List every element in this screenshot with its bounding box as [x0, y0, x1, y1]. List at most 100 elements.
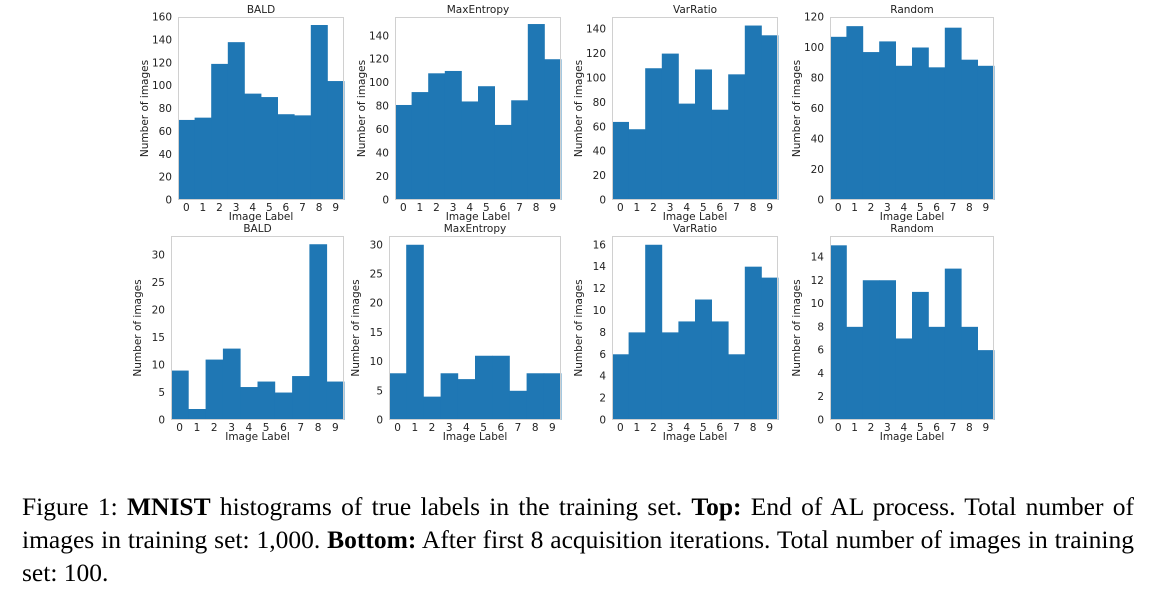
x-tick-label: 9: [549, 202, 556, 214]
x-tick-label: 5: [700, 202, 707, 214]
y-tick-label: 5: [376, 385, 383, 397]
x-tick-label: 1: [634, 202, 641, 214]
x-tick-label: 4: [900, 202, 907, 214]
chart-title: MaxEntropy: [447, 4, 510, 16]
bar-2: [862, 280, 880, 420]
y-tick-label: 20: [593, 170, 606, 182]
bar-6: [274, 392, 293, 420]
y-tick-label: 40: [376, 148, 389, 160]
y-tick-label: 4: [599, 371, 606, 383]
bar-6: [711, 109, 729, 200]
x-tick-label: 0: [617, 202, 624, 214]
y-tick-label: 0: [599, 195, 606, 207]
y-tick-label: 12: [811, 275, 824, 287]
bar-3: [661, 332, 679, 420]
x-tick-label: 6: [933, 422, 940, 434]
bar-0: [612, 121, 629, 200]
bar-5: [261, 97, 278, 200]
bar-0: [830, 245, 847, 420]
x-tick-label: 8: [966, 202, 973, 214]
y-tick-label: 60: [159, 126, 172, 138]
y-tick-label: 10: [811, 298, 824, 310]
x-tick-label: 5: [480, 422, 487, 434]
x-tick-label: 8: [316, 202, 323, 214]
bar-1: [411, 92, 429, 200]
x-tick-label: 5: [700, 422, 707, 434]
y-tick-label: 0: [376, 415, 383, 427]
bar-1: [406, 244, 424, 420]
y-tick-label: 140: [369, 30, 389, 42]
y-tick-label: 20: [159, 172, 172, 184]
bar-7: [728, 74, 746, 200]
bar-9: [761, 35, 779, 200]
bar-9: [977, 350, 995, 420]
bar-3: [222, 348, 241, 420]
y-tick-label: 100: [369, 77, 389, 89]
y-tick-label: 20: [811, 164, 824, 176]
x-tick-label: 9: [549, 422, 556, 434]
y-axis-label: Number of images: [573, 60, 585, 157]
x-tick-label: 6: [717, 422, 724, 434]
y-tick-label: 60: [593, 121, 606, 133]
y-axis-label: Number of images: [132, 279, 144, 376]
y-tick-label: 40: [593, 146, 606, 158]
y-tick-label: 60: [811, 103, 824, 115]
y-tick-label: 2: [817, 391, 824, 403]
bar-9: [327, 81, 345, 200]
x-tick-label: 9: [766, 202, 773, 214]
x-tick-label: 3: [667, 202, 674, 214]
chart-title: MaxEntropy: [444, 223, 507, 235]
x-tick-label: 3: [446, 422, 453, 434]
x-axis-label: Image Label: [880, 211, 945, 223]
bar-3: [440, 373, 459, 420]
plot-frame: [830, 17, 994, 200]
y-tick-label: 40: [811, 134, 824, 146]
bar-4: [895, 338, 913, 420]
y-tick-label: 8: [817, 321, 824, 333]
x-tick-label: 2: [211, 422, 218, 434]
x-tick-label: 9: [982, 422, 989, 434]
bar-0: [612, 354, 629, 420]
bar-2: [205, 359, 224, 420]
plot-frame: [389, 236, 561, 420]
y-tick-label: 12: [593, 283, 606, 295]
y-tick-label: 15: [152, 332, 165, 344]
x-tick-label: 6: [500, 202, 507, 214]
y-axis-label: Number of images: [139, 60, 151, 157]
bar-9: [761, 277, 779, 420]
bar-9: [543, 373, 562, 420]
bar-9: [977, 65, 995, 200]
x-tick-label: 6: [497, 422, 504, 434]
bar-2: [862, 52, 880, 200]
bar-7: [944, 268, 962, 420]
bar-6: [494, 124, 512, 200]
bar-8: [527, 24, 545, 200]
y-tick-label: 100: [804, 42, 824, 54]
x-tick-label: 1: [634, 422, 641, 434]
x-tick-label: 5: [263, 422, 270, 434]
chart-title: VarRatio: [673, 4, 717, 16]
x-tick-label: 7: [950, 422, 957, 434]
bar-0: [395, 104, 412, 200]
y-tick-label: 120: [586, 48, 606, 60]
caption-text-1: histograms of true labels in the trainin…: [210, 492, 692, 521]
x-tick-label: 1: [200, 202, 207, 214]
x-tick-label: 7: [733, 422, 740, 434]
bar-5: [695, 299, 712, 420]
x-tick-label: 0: [400, 202, 407, 214]
y-tick-label: 0: [158, 415, 165, 427]
x-tick-label: 4: [463, 422, 470, 434]
bar-7: [509, 390, 527, 420]
x-tick-label: 2: [216, 202, 223, 214]
y-tick-label: 100: [586, 73, 606, 85]
x-tick-label: 8: [315, 422, 322, 434]
y-tick-label: 80: [593, 97, 606, 109]
x-tick-label: 9: [332, 202, 339, 214]
y-tick-label: 20: [376, 171, 389, 183]
y-axis-label: Number of images: [791, 60, 803, 157]
y-tick-label: 40: [159, 149, 172, 161]
y-tick-label: 120: [369, 54, 389, 66]
